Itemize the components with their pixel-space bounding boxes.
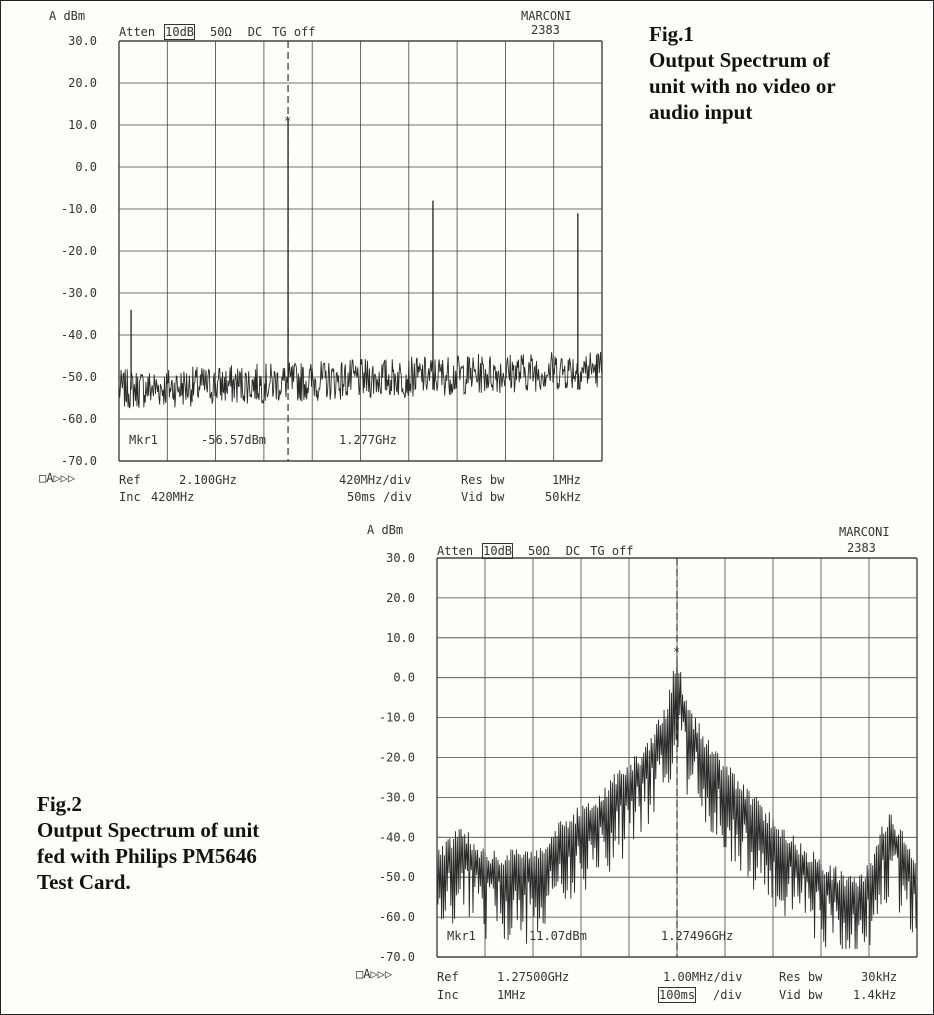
fig2-caption-line: Test Card. bbox=[37, 870, 131, 894]
y-tick-label: 0.0 bbox=[393, 671, 415, 685]
fig1-vid-bw-label: Vid bw bbox=[461, 490, 505, 504]
fig1-header: Atten 10dB 50Ω DC TG off bbox=[119, 23, 316, 41]
y-tick-label: -60.0 bbox=[61, 412, 97, 426]
y-tick-label: -30.0 bbox=[379, 790, 415, 804]
fig1-model: 2383 bbox=[531, 23, 560, 37]
y-tick-label: -60.0 bbox=[379, 910, 415, 924]
atten-label: Atten bbox=[437, 544, 474, 558]
fig1-marker-label: Mkr1 bbox=[129, 433, 158, 447]
fig2-mode-label: □A▷▷▷ bbox=[356, 967, 393, 981]
y-tick-label: 0.0 bbox=[75, 160, 97, 174]
fig2-vid-bw-label: Vid bw bbox=[779, 988, 823, 1002]
fig1-ref-value: 2.100GHz bbox=[179, 473, 237, 487]
fig1-marker-level: -56.57dBm bbox=[201, 433, 267, 447]
y-tick-label: 10.0 bbox=[386, 631, 415, 645]
fig1-inc-value: 420MHz bbox=[151, 490, 195, 504]
spectrum-trace bbox=[118, 351, 603, 409]
y-tick-label: -30.0 bbox=[61, 286, 97, 300]
fig2-sweep-unit: /div bbox=[713, 988, 742, 1002]
fig1-caption: Fig.1 Output Spectrum of unit with no vi… bbox=[649, 21, 836, 125]
fig1-res-bw-label: Res bw bbox=[461, 473, 505, 487]
fig1-caption-line: Output Spectrum of bbox=[649, 48, 830, 72]
fig2-sweep-value: 100ms bbox=[657, 987, 697, 1003]
fig1-brand: MARCONI bbox=[521, 9, 572, 23]
fig1-marker-freq: 1.277GHz bbox=[339, 433, 397, 447]
y-tick-label: 10.0 bbox=[68, 118, 97, 132]
fig2-inc-value: 1MHz bbox=[497, 988, 526, 1002]
y-tick-label: -40.0 bbox=[379, 830, 415, 844]
fig1-caption-line: unit with no video or bbox=[649, 74, 836, 98]
fig2-span-div: 1.00MHz/div bbox=[663, 970, 743, 984]
fig2-res-bw-label: Res bw bbox=[779, 970, 823, 984]
y-tick-label: 30.0 bbox=[68, 34, 97, 48]
fig2-marker-label: Mkr1 bbox=[447, 929, 476, 943]
chart-fig1: 30.0 20.0 10.0 0.0 -10.0 -20.0 -30.0 -40.0 -50.0… bbox=[61, 34, 603, 468]
marker-star: * bbox=[284, 114, 291, 128]
fig2-vid-bw-value: 1.4kHz bbox=[853, 988, 897, 1002]
y-tick-label: -70.0 bbox=[61, 454, 97, 468]
marker-star: * bbox=[673, 645, 680, 659]
spectrum-trace bbox=[436, 654, 918, 950]
fig2-header: Atten 10dB 50Ω DC TG off bbox=[437, 542, 634, 560]
y-tick-label: -10.0 bbox=[379, 711, 415, 725]
tracking-generator: TG off bbox=[590, 544, 634, 558]
fig1-number: Fig.1 bbox=[649, 22, 694, 46]
atten-label: Atten bbox=[119, 25, 156, 39]
impedance: 50Ω bbox=[528, 544, 550, 558]
fig2-caption-line: fed with Philips PM5646 bbox=[37, 844, 257, 868]
chart-fig2: 30.0 20.0 10.0 0.0 -10.0 -20.0 -30.0 -40.0 -50.0… bbox=[379, 551, 918, 964]
fig2-ylabel: A dBm bbox=[367, 523, 404, 537]
fig2-res-bw-value: 30kHz bbox=[861, 970, 898, 984]
y-tick-label: -10.0 bbox=[61, 202, 97, 216]
y-tick-label: -70.0 bbox=[379, 950, 415, 964]
y-tick-label: 20.0 bbox=[68, 76, 97, 90]
atten-value: 10dB bbox=[482, 543, 514, 559]
fig2-marker-freq: 1.27496GHz bbox=[661, 929, 734, 943]
y-tick-label: 20.0 bbox=[386, 591, 415, 605]
fig2-caption-line: Output Spectrum of unit bbox=[37, 818, 260, 842]
y-tick-label: 30.0 bbox=[386, 551, 415, 565]
fig2-marker-level: 11.07dBm bbox=[529, 929, 587, 943]
y-tick-label: -20.0 bbox=[379, 751, 415, 765]
impedance: 50Ω bbox=[210, 25, 232, 39]
fig2-number: Fig.2 bbox=[37, 792, 82, 816]
fig1-vid-bw-value: 50kHz bbox=[545, 490, 582, 504]
fig2-ref-value: 1.27500GHz bbox=[497, 970, 570, 984]
tracking-generator: TG off bbox=[272, 25, 316, 39]
y-tick-label: -50.0 bbox=[379, 870, 415, 884]
fig1-caption-line: audio input bbox=[649, 100, 753, 124]
fig1-span-div: 420MHz/div bbox=[339, 473, 412, 487]
fig1-sweep-div: 50ms /div bbox=[347, 490, 413, 504]
coupling: DC bbox=[247, 25, 263, 39]
fig1-ylabel: A dBm bbox=[49, 9, 86, 23]
y-tick-label: -50.0 bbox=[61, 370, 97, 384]
atten-value: 10dB bbox=[164, 24, 196, 40]
y-tick-label: -20.0 bbox=[61, 244, 97, 258]
fig2-inc-label: Inc bbox=[437, 988, 459, 1002]
fig2-brand: MARCONI bbox=[839, 525, 890, 539]
fig2-model: 2383 bbox=[847, 541, 876, 555]
fig1-mode-label: □A▷▷▷ bbox=[39, 471, 76, 485]
fig1-inc-label: Inc bbox=[119, 490, 141, 504]
fig2-caption: Fig.2 Output Spectrum of unit fed with P… bbox=[37, 791, 259, 895]
y-tick-label: -40.0 bbox=[61, 328, 97, 342]
fig2-ref-label: Ref bbox=[437, 970, 459, 984]
fig1-res-bw-value: 1MHz bbox=[552, 473, 581, 487]
coupling: DC bbox=[565, 544, 581, 558]
fig1-ref-label: Ref bbox=[119, 473, 141, 487]
